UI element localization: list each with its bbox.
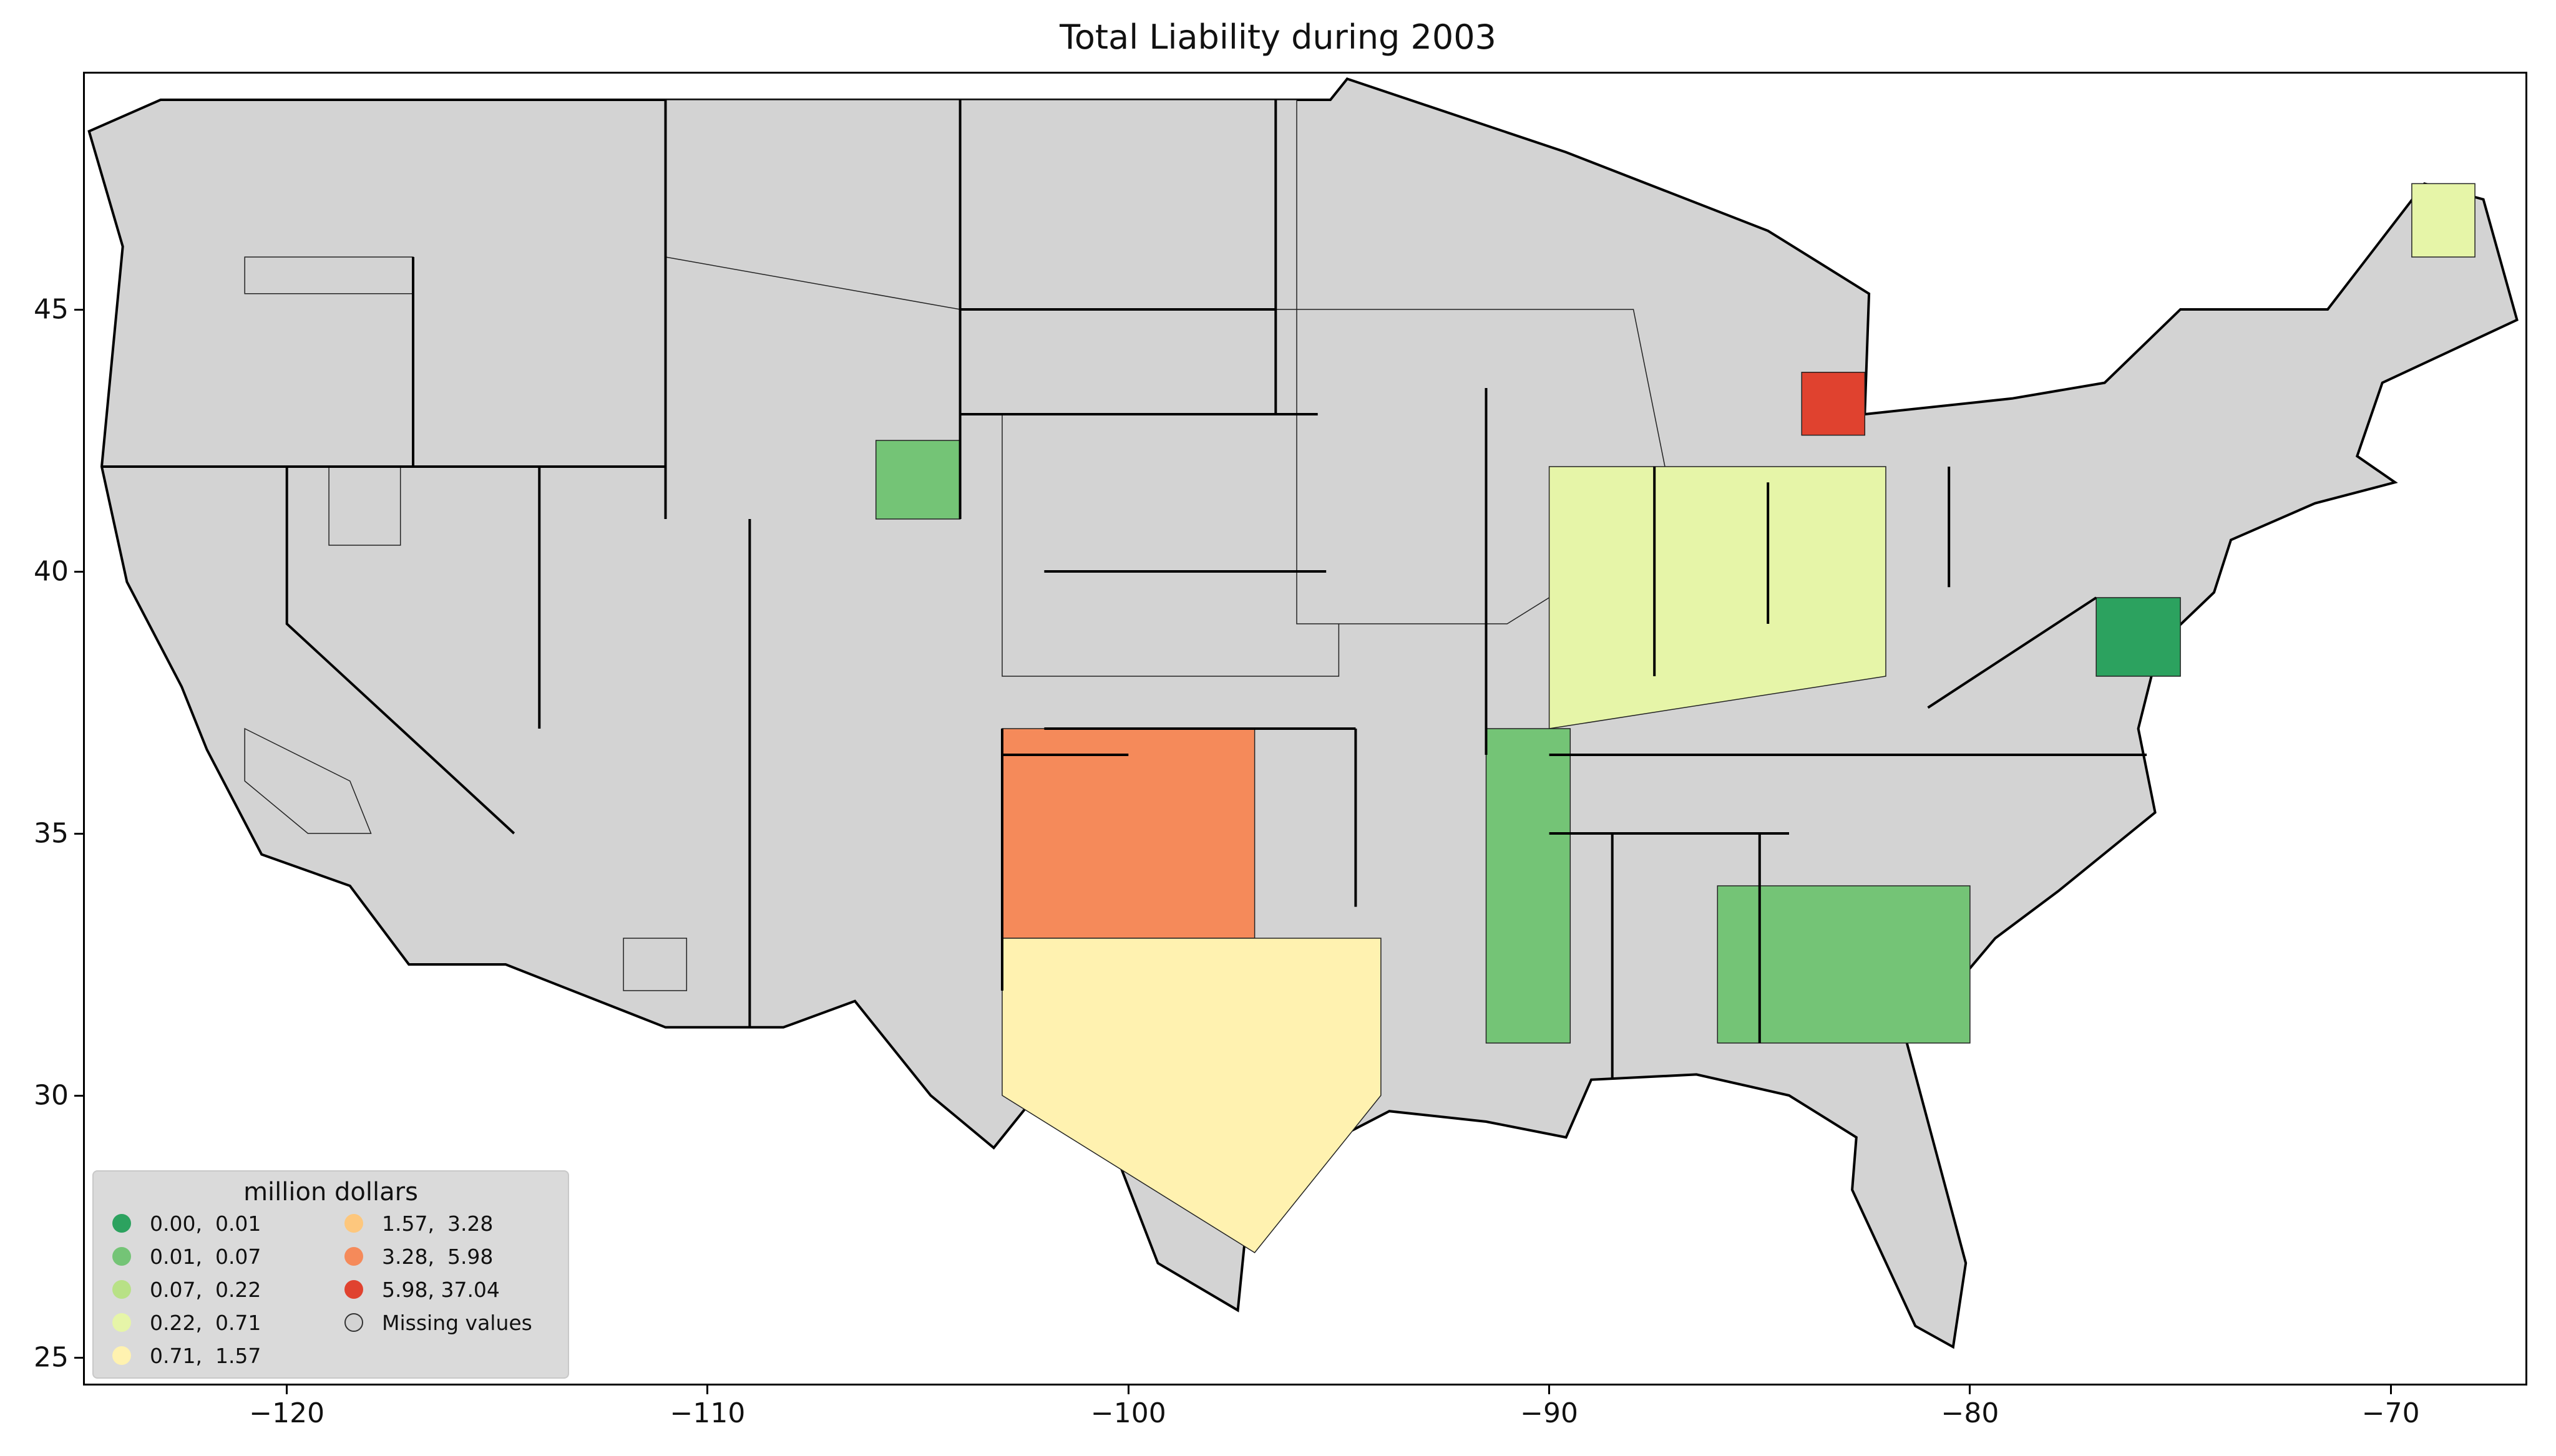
region-ohio-valley <box>1548 466 1886 729</box>
y-tick-label: 30 <box>34 1079 69 1112</box>
x-tick-label: −120 <box>249 1397 325 1429</box>
legend-swatch <box>112 1280 131 1299</box>
region-nevada-north <box>328 466 401 546</box>
x-tick-mark <box>706 1386 709 1394</box>
state-borders <box>102 100 2147 1080</box>
region-mid-atlantic <box>2095 597 2181 677</box>
legend-swatch <box>344 1247 363 1266</box>
region-michigan-thumb <box>1801 372 1866 436</box>
legend-label: Missing values <box>382 1311 532 1335</box>
y-tick-mark <box>74 1356 83 1359</box>
x-tick-mark <box>286 1386 288 1394</box>
region-arizona-south <box>623 938 688 991</box>
y-tick-label: 45 <box>34 293 69 326</box>
y-tick-mark <box>74 570 83 573</box>
y-tick-label: 25 <box>34 1341 69 1374</box>
legend-label: 0.00, 0.01 <box>150 1211 261 1236</box>
legend-label: 0.01, 0.07 <box>150 1245 261 1269</box>
state-border-9 <box>285 467 515 835</box>
y-tick-mark <box>74 832 83 835</box>
legend-swatch <box>112 1313 131 1332</box>
y-tick-label: 35 <box>34 817 69 850</box>
legend-swatch <box>344 1214 363 1233</box>
legend-label: 0.22, 0.71 <box>150 1311 261 1335</box>
x-tick-label: −100 <box>1090 1397 1166 1429</box>
legend-label: 0.07, 0.22 <box>150 1278 261 1302</box>
region-delta <box>1485 728 1571 1044</box>
legend-label: 3.28, 5.98 <box>382 1245 494 1269</box>
y-tick-mark <box>74 1094 83 1097</box>
y-tick-label: 40 <box>34 555 69 588</box>
y-tick-mark <box>74 308 83 311</box>
legend-swatch <box>344 1280 363 1299</box>
x-tick-label: −80 <box>1941 1397 1999 1429</box>
legend-label: 1.57, 3.28 <box>382 1211 494 1236</box>
legend-label: 5.98, 37.04 <box>382 1278 500 1302</box>
region-wyoming-east <box>875 440 961 520</box>
region-central-valley-ca <box>244 727 372 834</box>
region-oregon-wheat <box>244 256 414 294</box>
legend-title: million dollars <box>243 1178 418 1206</box>
region-central-plains <box>1002 414 1340 677</box>
legend-label: 0.71, 1.57 <box>150 1344 261 1368</box>
region-southern-plains <box>1002 728 1256 939</box>
legend-swatch <box>344 1313 363 1332</box>
x-tick-mark <box>2389 1386 2392 1394</box>
legend-swatch <box>112 1346 131 1365</box>
legend-swatch <box>112 1214 131 1233</box>
state-border-23 <box>1927 596 2097 709</box>
map-axes <box>83 72 2527 1386</box>
region-maine-north <box>2411 183 2476 258</box>
x-tick-label: −70 <box>2361 1397 2420 1429</box>
legend: million dollars 0.00, 0.01 0.01, 0.07 0.07… <box>92 1170 569 1379</box>
x-tick-label: −110 <box>670 1397 746 1429</box>
x-tick-label: −90 <box>1520 1397 1579 1429</box>
x-tick-mark <box>1969 1386 1971 1394</box>
region-southeast-scatter <box>1717 885 1971 1044</box>
choropleth-regions <box>244 99 2476 1253</box>
map-canvas <box>85 74 2525 1384</box>
map-title: Total Liability during 2003 <box>1060 17 1496 57</box>
x-tick-mark <box>1548 1386 1551 1394</box>
x-tick-mark <box>1127 1386 1129 1394</box>
legend-swatch <box>112 1247 131 1266</box>
region-texas <box>1002 938 1382 1253</box>
